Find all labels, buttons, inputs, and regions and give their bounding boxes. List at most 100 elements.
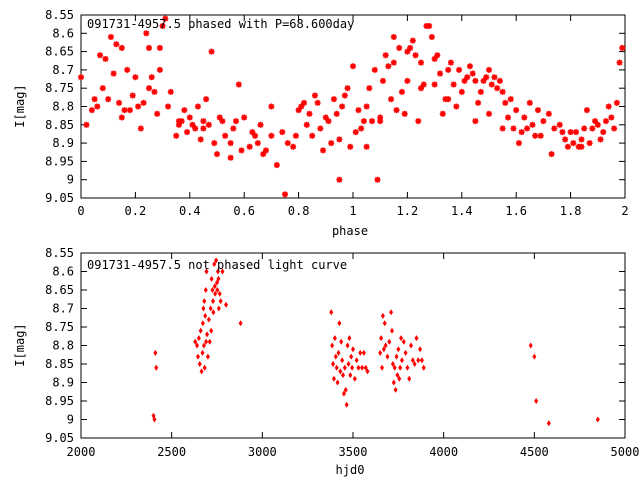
data-point (532, 132, 539, 139)
data-point (387, 338, 392, 345)
data-point (611, 125, 618, 132)
data-point (551, 125, 558, 132)
data-point (224, 301, 229, 308)
data-point (132, 74, 139, 81)
tick-marks (80, 252, 626, 439)
data-point (118, 44, 125, 51)
data-point (333, 353, 338, 360)
data-point (203, 312, 208, 319)
data-point (358, 125, 365, 132)
unphased-light-curve-chart: 2000 2500 3000 3500 4000 4500 5000 8.55 8.6 8.65 8… (13, 246, 639, 477)
data-point (156, 66, 163, 73)
data-point (518, 129, 525, 136)
data-point (567, 129, 574, 136)
data-point (464, 74, 471, 81)
data-points (78, 15, 626, 198)
data-point (445, 96, 452, 103)
data-point (330, 96, 337, 103)
data-point (235, 81, 242, 88)
data-point (545, 110, 552, 117)
data-points (151, 257, 600, 427)
data-point (282, 191, 288, 198)
y-tick-label: 8.8 (52, 339, 74, 353)
data-point (317, 125, 324, 132)
data-point (306, 110, 313, 117)
data-point (389, 327, 394, 334)
data-point (222, 132, 229, 139)
data-point (154, 364, 159, 371)
data-point (83, 121, 90, 128)
data-point (371, 66, 378, 73)
x-tick-label: 3500 (339, 445, 368, 459)
data-point (608, 114, 615, 121)
data-point (409, 37, 416, 44)
data-point (173, 132, 180, 139)
y-tick-label: 8.85 (45, 118, 74, 132)
data-point (328, 140, 335, 147)
data-point (562, 136, 569, 143)
data-point (419, 357, 424, 364)
data-point (210, 287, 215, 293)
data-point (428, 33, 435, 40)
data-point (507, 96, 514, 103)
data-point (499, 88, 506, 95)
data-point (105, 96, 112, 103)
data-point (418, 85, 424, 92)
data-point (284, 140, 291, 147)
data-point (534, 398, 539, 404)
data-point (203, 96, 210, 103)
plot-frame (80, 252, 626, 439)
data-point (346, 361, 351, 367)
data-point (194, 103, 201, 110)
x-tick-label: 0.8 (288, 204, 310, 218)
data-point (219, 118, 226, 125)
data-point (211, 298, 216, 305)
data-point (405, 364, 410, 371)
data-point (110, 70, 117, 77)
data-point (407, 375, 412, 382)
x-axis-label: phase (332, 224, 368, 238)
data-point (594, 121, 601, 128)
data-point (510, 125, 517, 132)
y-tick-label: 8.85 (45, 357, 74, 371)
data-point (616, 59, 623, 66)
data-point (581, 125, 588, 132)
data-point (341, 372, 346, 379)
x-tick-label: 5000 (611, 445, 640, 459)
y-tick-label: 8.65 (45, 283, 74, 297)
data-point (167, 88, 174, 95)
data-point (399, 357, 404, 364)
y-tick-label: 8.8 (52, 100, 74, 114)
data-point (181, 107, 188, 114)
data-point (458, 88, 465, 95)
data-point (365, 368, 370, 375)
data-point (619, 44, 626, 51)
data-point (412, 52, 419, 59)
data-point (564, 143, 571, 150)
data-point (331, 375, 336, 382)
data-point (534, 107, 541, 114)
data-point (241, 114, 248, 121)
x-tick-label: 0.2 (125, 204, 147, 218)
x-tick-label: 2 (621, 204, 628, 218)
data-point (314, 99, 321, 106)
data-point (499, 125, 506, 132)
data-point (472, 118, 479, 125)
data-point (198, 327, 203, 334)
data-point (556, 121, 563, 128)
y-tick-label: 9.05 (45, 191, 74, 205)
data-point (332, 335, 337, 342)
data-point (268, 132, 275, 139)
data-point (227, 154, 234, 161)
chart-title: 091731-4957.5 not phased light curve (87, 258, 347, 272)
data-point (205, 331, 210, 338)
data-point (126, 107, 133, 114)
data-point (414, 335, 419, 342)
data-point (227, 140, 234, 147)
data-point (466, 63, 473, 70)
data-point (335, 379, 340, 386)
data-point (214, 151, 220, 158)
data-point (215, 287, 220, 293)
data-point (418, 59, 424, 66)
x-tick-label: 2000 (67, 445, 96, 459)
